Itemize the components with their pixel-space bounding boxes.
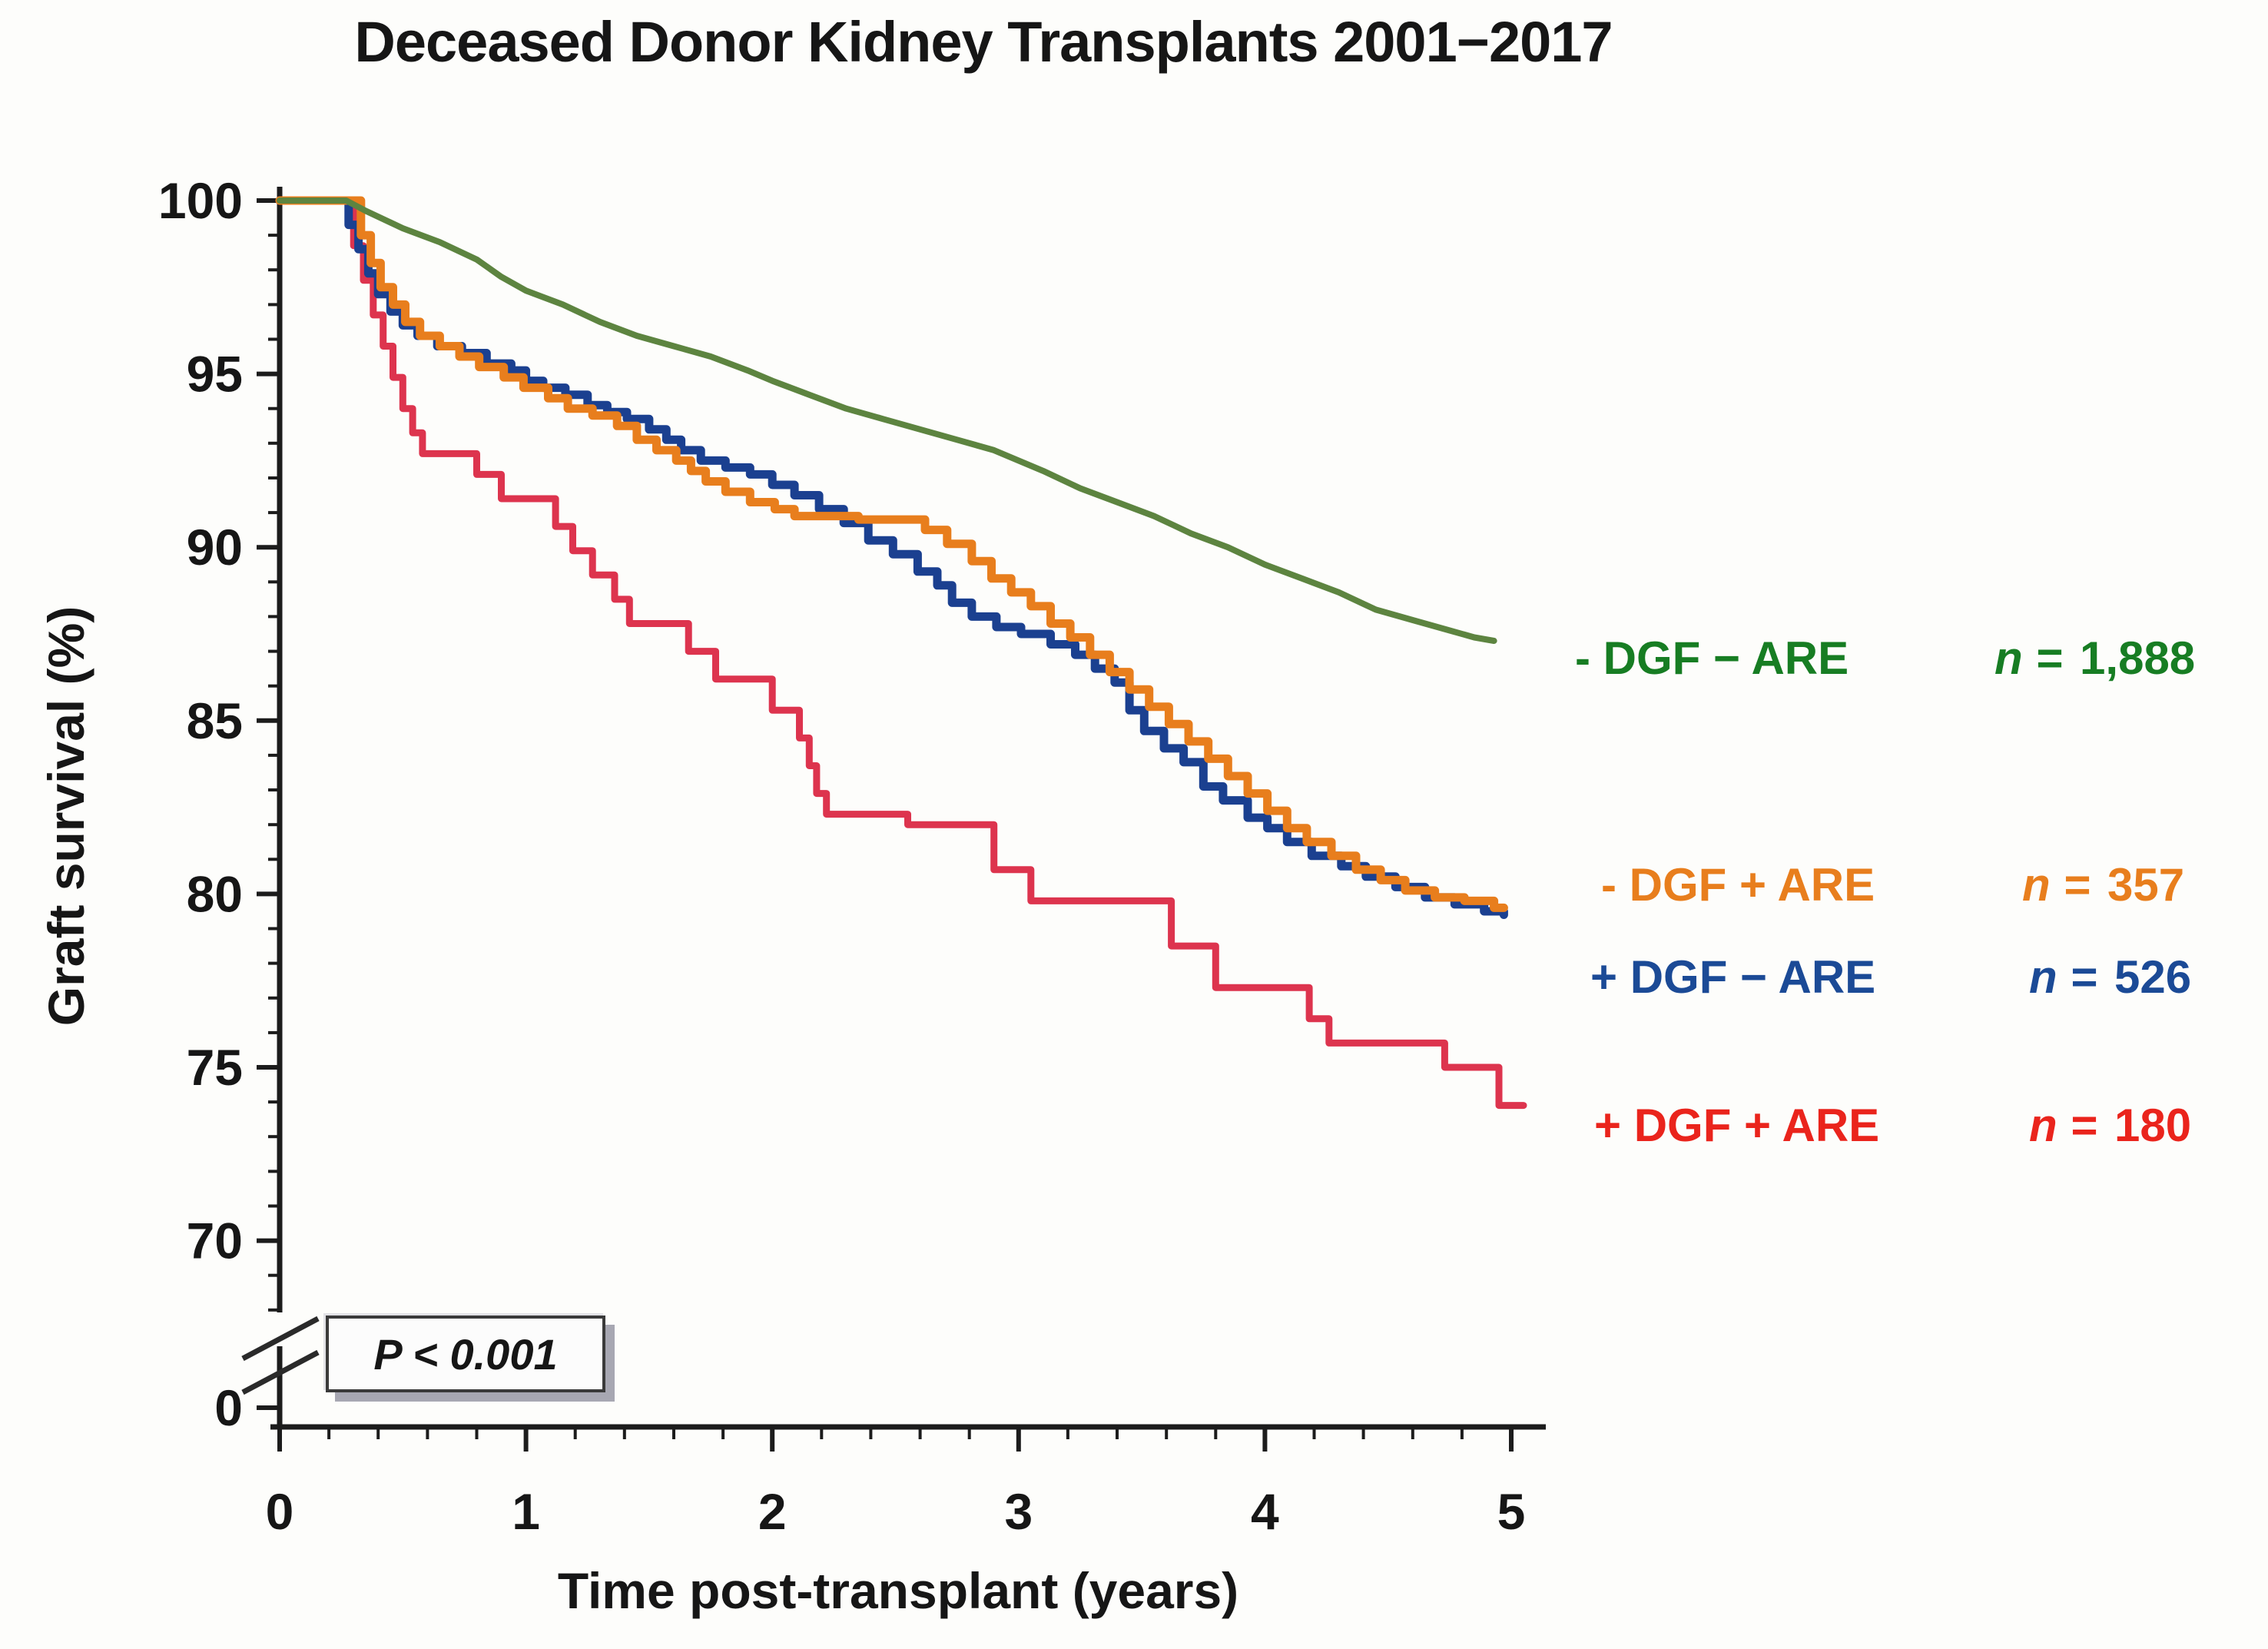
p-value-box: P < 0.001 [326, 1316, 605, 1392]
n-value: 526 [2114, 951, 2192, 1003]
y-axis-break-icon [241, 1316, 320, 1395]
x-tick-label: 5 [1497, 1483, 1526, 1540]
x-axis-title: Time post-transplant (years) [557, 1562, 1239, 1619]
y-tick-label: 85 [187, 692, 243, 749]
curve-no-dgf-plus-are [275, 196, 1508, 912]
y-tick-label: 80 [187, 865, 243, 922]
n-value: 357 [2107, 859, 2185, 911]
legend-group-label: + DGF − ARE [1590, 951, 1876, 1003]
legend-item-no-dgf-no-are: - DGF − ARE n = 1,888 [1575, 632, 2195, 685]
legend-group-label: - DGF − ARE [1575, 632, 1849, 684]
n-value: 1,888 [2080, 632, 2196, 684]
legend-item-plus-dgf-plus-are: + DGF + ARE n = 180 [1594, 1099, 2191, 1152]
p-value-text: P < 0.001 [373, 1329, 558, 1379]
legend-group-label: + DGF + ARE [1594, 1100, 1880, 1151]
n-symbol: n = [2029, 1100, 2110, 1151]
legend-n-label: n = 357 [2022, 859, 2184, 911]
n-value: 180 [2114, 1100, 2192, 1151]
curve-plus-dgf-plus-are [276, 197, 1527, 1110]
x-tick-label: 3 [1004, 1483, 1033, 1540]
y-tick-label: 100 [158, 172, 243, 229]
n-symbol: n = [2022, 859, 2104, 911]
legend-n-label: n = 526 [2029, 951, 2191, 1003]
legend-item-no-dgf-plus-are: - DGF + ARE n = 357 [1601, 858, 2184, 911]
x-tick-label: 1 [512, 1483, 540, 1540]
legend-n-label: n = 180 [2029, 1100, 2191, 1151]
x-tick-label: 0 [266, 1483, 294, 1540]
curve-no-dgf-no-are [277, 197, 1497, 644]
x-tick-label: 4 [1251, 1483, 1279, 1540]
y-tick-label: 90 [187, 519, 243, 576]
y-tick-label: 75 [187, 1039, 243, 1096]
chart-title: Deceased Donor Kidney Transplants 2001−2… [354, 10, 1613, 74]
y-tick-label: 70 [187, 1213, 243, 1269]
legend-n-label: n = 1,888 [1994, 632, 2195, 684]
n-symbol: n = [1994, 632, 2076, 684]
x-tick-label: 2 [758, 1483, 787, 1540]
n-symbol: n = [2029, 951, 2110, 1003]
legend-group-label: - DGF + ARE [1601, 859, 1875, 911]
y-tick-label: 95 [187, 346, 243, 403]
legend-item-plus-dgf-no-are: + DGF − ARE n = 526 [1590, 951, 2191, 1004]
y-tick-label-zero: 0 [214, 1379, 243, 1436]
curve-plus-dgf-no-are [275, 196, 1508, 919]
